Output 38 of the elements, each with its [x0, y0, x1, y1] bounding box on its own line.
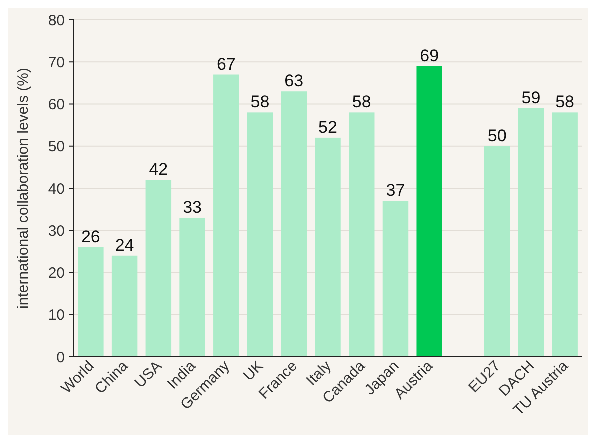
y-tick-label: 70 — [48, 54, 65, 72]
data-label: 69 — [420, 46, 440, 66]
bar — [214, 74, 240, 357]
y-tick-label: 50 — [48, 138, 65, 156]
data-label: 24 — [115, 236, 134, 255]
bar — [180, 218, 206, 357]
data-label: 63 — [284, 72, 304, 91]
bar — [112, 256, 138, 357]
y-tick-label: 60 — [48, 96, 65, 114]
bar — [315, 138, 341, 357]
y-tick-label: 10 — [48, 307, 65, 324]
y-axis-title: international collaboration levels (%) — [15, 68, 32, 309]
bar — [348, 112, 375, 357]
bar — [484, 146, 510, 357]
data-label: 37 — [386, 181, 406, 200]
y-tick-label: 80 — [48, 12, 65, 30]
data-label: 26 — [81, 227, 100, 246]
data-label: 33 — [183, 198, 202, 217]
data-label: 58 — [556, 92, 575, 112]
bar — [518, 108, 544, 357]
bar — [382, 201, 409, 357]
bar — [146, 180, 172, 357]
data-label: 59 — [522, 88, 541, 108]
y-tick-label: 30 — [48, 222, 65, 240]
y-tick-label: 40 — [48, 180, 65, 198]
y-tick-label: 20 — [48, 265, 65, 282]
bar — [416, 66, 442, 357]
data-label: 58 — [352, 92, 372, 112]
bar — [247, 112, 274, 357]
bar — [552, 112, 578, 357]
data-label: 52 — [318, 118, 338, 137]
data-label: 58 — [250, 92, 270, 112]
bar — [78, 247, 104, 357]
data-label: 42 — [149, 160, 168, 180]
bar — [281, 92, 308, 357]
data-label: 50 — [488, 126, 507, 146]
x-tick-label: USA — [132, 358, 166, 392]
data-label: 67 — [216, 54, 236, 74]
